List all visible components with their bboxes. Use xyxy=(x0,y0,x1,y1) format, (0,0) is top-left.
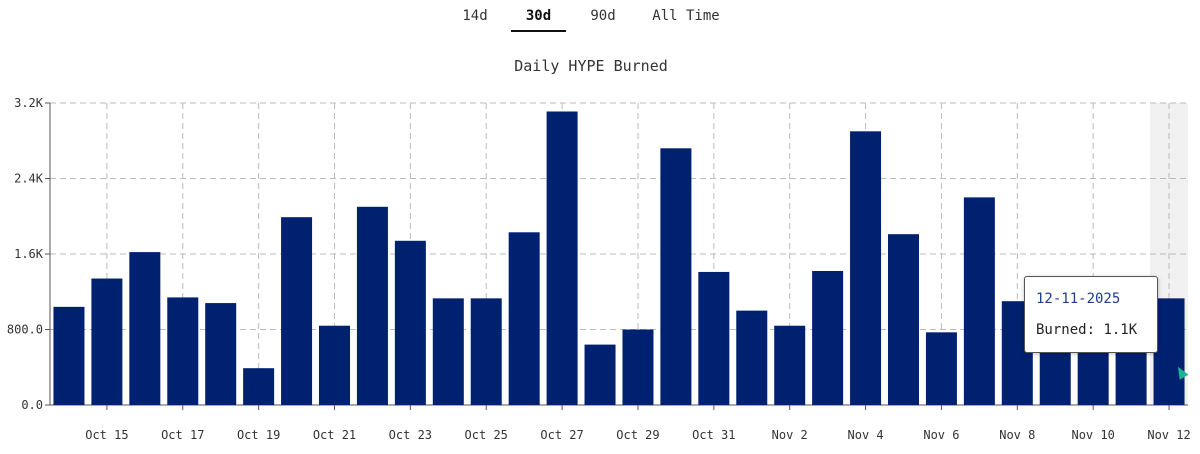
tooltip-burned-value: 1.1K xyxy=(1103,322,1138,338)
x-tick-label: Oct 21 xyxy=(313,428,356,442)
y-tick-label: 0.0 xyxy=(21,398,43,412)
bar-oct-20 xyxy=(281,217,313,405)
tab-all-time[interactable]: All Time xyxy=(652,8,720,24)
bar-oct-18 xyxy=(205,303,237,405)
bar-oct-15 xyxy=(91,278,123,405)
x-tick-label: Nov 6 xyxy=(923,428,959,442)
bar-nov-12 xyxy=(1153,298,1185,405)
bar-nov-6 xyxy=(925,332,957,405)
bar-nov-1 xyxy=(736,310,768,405)
x-tick-label: Nov 12 xyxy=(1147,428,1190,442)
tooltip-date: 12-11-2025 xyxy=(1036,291,1121,307)
tooltip-burned-label: Burned: xyxy=(1036,322,1096,338)
bar-oct-21 xyxy=(319,325,350,405)
bar-nov-5 xyxy=(888,234,919,405)
x-tick-label: Oct 31 xyxy=(692,428,735,442)
bar-oct-29 xyxy=(622,329,654,405)
x-tick-label: Nov 2 xyxy=(772,428,808,442)
chart-tooltip: 12-11-2025 Burned: 1.1K xyxy=(1024,276,1158,353)
bar-nov-2 xyxy=(774,325,806,405)
bar-nov-7 xyxy=(963,197,995,405)
bar-oct-28 xyxy=(584,344,616,405)
bar-oct-26 xyxy=(508,232,540,405)
x-tick-label: Oct 15 xyxy=(85,428,128,442)
tab-30d[interactable]: 30d xyxy=(525,8,552,24)
x-tick-label: Oct 23 xyxy=(389,428,432,442)
bar-oct-24 xyxy=(432,298,464,405)
bar-oct-31 xyxy=(698,271,730,405)
bar-oct-30 xyxy=(660,148,692,406)
x-tick-label: Nov 10 xyxy=(1071,428,1114,442)
tooltip-burned-row: Burned: 1.1K xyxy=(1036,322,1137,338)
y-tick-label: 3.2K xyxy=(14,96,44,110)
x-tick-label: Oct 17 xyxy=(161,428,204,442)
chart-title: Daily HYPE Burned xyxy=(514,57,668,75)
bar-nov-3 xyxy=(812,270,844,405)
y-tick-label: 800.0 xyxy=(7,323,43,337)
x-tick-label: Oct 19 xyxy=(237,428,280,442)
bar-oct-14 xyxy=(53,306,85,405)
x-tick-label: Oct 29 xyxy=(616,428,659,442)
y-tick-label: 2.4K xyxy=(14,172,44,186)
time-range-tabs: 14d 30d 90d All Time xyxy=(0,0,1200,34)
x-tick-label: Oct 25 xyxy=(465,428,508,442)
tab-90d[interactable]: 90d xyxy=(590,8,616,24)
x-tick-label: Oct 27 xyxy=(540,428,583,442)
bar-oct-17 xyxy=(167,297,199,405)
bar-oct-27 xyxy=(546,111,578,406)
active-tab-indicator xyxy=(511,30,566,32)
bar-oct-16 xyxy=(129,252,161,405)
bar-oct-23 xyxy=(394,240,426,405)
bar-nov-4 xyxy=(850,131,882,405)
tab-14d[interactable]: 14d xyxy=(462,8,488,24)
bar-oct-22 xyxy=(356,206,388,405)
bar-oct-19 xyxy=(243,368,275,405)
x-tick-label: Nov 8 xyxy=(999,428,1035,442)
bar-oct-25 xyxy=(470,298,502,405)
y-tick-label: 1.6K xyxy=(14,247,44,261)
x-tick-label: Nov 4 xyxy=(848,428,884,442)
